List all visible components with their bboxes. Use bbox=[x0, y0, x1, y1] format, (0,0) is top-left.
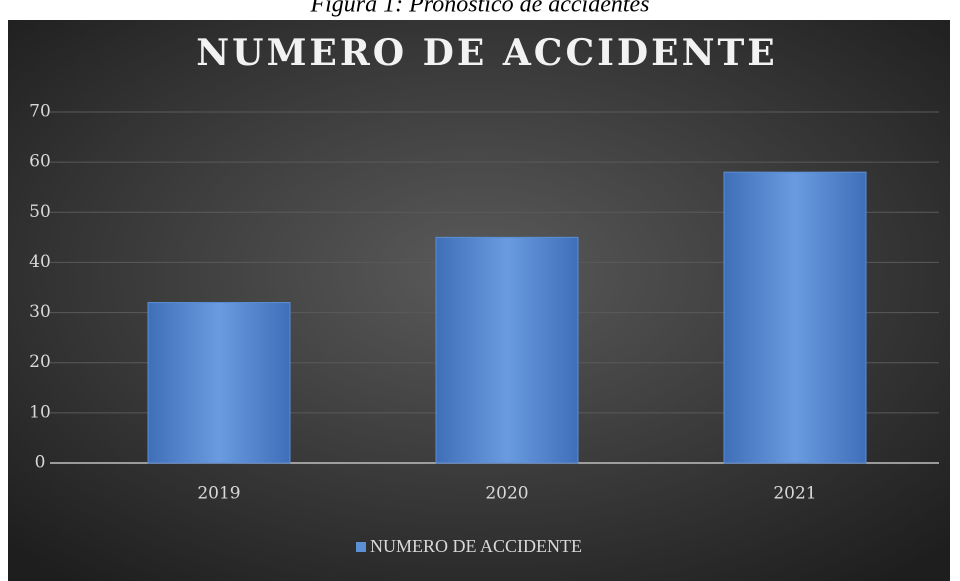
x-tick-label: 2020 bbox=[485, 484, 528, 504]
y-tick-label: 70 bbox=[29, 102, 51, 122]
y-tick-label: 20 bbox=[29, 352, 51, 372]
x-tick-label: 2021 bbox=[773, 484, 816, 504]
legend-label: NUMERO DE ACCIDENTE bbox=[370, 536, 582, 556]
y-tick-label: 60 bbox=[29, 152, 51, 172]
x-tick-label: 2019 bbox=[197, 484, 240, 504]
y-tick-label: 30 bbox=[29, 302, 51, 322]
legend-marker bbox=[356, 542, 366, 552]
figure-caption: Figura 1: Pronóstico de accidentes bbox=[309, 0, 649, 18]
y-tick-label: 50 bbox=[29, 202, 51, 222]
y-tick-label: 0 bbox=[35, 453, 46, 473]
bar bbox=[435, 236, 579, 464]
bar bbox=[147, 302, 291, 464]
y-tick-label: 40 bbox=[29, 252, 51, 272]
bar bbox=[723, 171, 867, 464]
chart-title: NUMERO DE ACCIDENTE bbox=[196, 32, 777, 74]
y-tick-label: 10 bbox=[29, 402, 51, 422]
